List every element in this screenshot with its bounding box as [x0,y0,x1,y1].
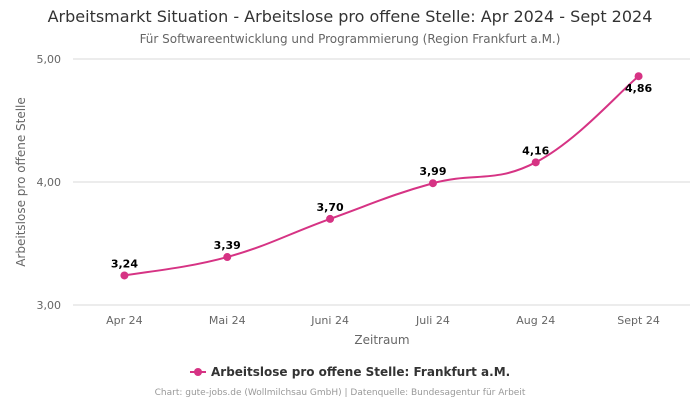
grid-lines [73,58,690,306]
credits: Chart: gute-jobs.de (Wollmilchsau GmbH) … [155,388,526,398]
y-axis-title: Arbeitslose pro offene Stelle [14,97,28,267]
data-points [120,72,643,280]
x-tick-label: Aug 24 [516,314,555,327]
chart-title: Arbeitsmarkt Situation - Arbeitslose pro… [48,7,653,26]
x-axis-ticks: Apr 24 Mai 24 Juni 24 Juli 24 Aug 24 Sept 24 [106,314,660,327]
x-tick-label: Sept 24 [617,314,660,327]
x-tick-label: Juli 24 [415,314,450,327]
x-axis-title: Zeitraum [354,333,409,347]
legend-marker [194,368,202,376]
data-label: 3,99 [419,165,446,178]
x-tick-label: Juni 24 [310,314,349,327]
data-point[interactable] [326,214,335,223]
x-tick-label: Mai 24 [209,314,246,327]
data-point[interactable] [531,158,540,167]
y-axis-ticks: 3,00 4,00 5,00 [37,53,62,312]
y-tick-label: 3,00 [37,299,62,312]
legend[interactable]: Arbeitslose pro offene Stelle: Frankfurt… [190,365,510,379]
data-point[interactable] [120,271,129,280]
data-point[interactable] [634,72,643,81]
data-label: 3,39 [214,239,241,252]
x-tick-label: Apr 24 [106,314,143,327]
data-label: 3,24 [111,257,138,270]
y-tick-label: 4,00 [37,176,62,189]
data-point[interactable] [223,253,232,262]
series-line [124,75,640,277]
data-labels: 3,24 3,39 3,70 3,99 4,16 4,86 [111,82,653,270]
y-tick-label: 5,00 [37,53,62,66]
legend-label: Arbeitslose pro offene Stelle: Frankfurt… [211,365,510,379]
chart-subtitle: Für Softwareentwicklung und Programmieru… [140,32,561,46]
data-label: 4,16 [522,144,549,157]
data-point[interactable] [428,179,437,188]
data-label: 3,70 [317,201,344,214]
data-label: 4,86 [625,82,652,95]
